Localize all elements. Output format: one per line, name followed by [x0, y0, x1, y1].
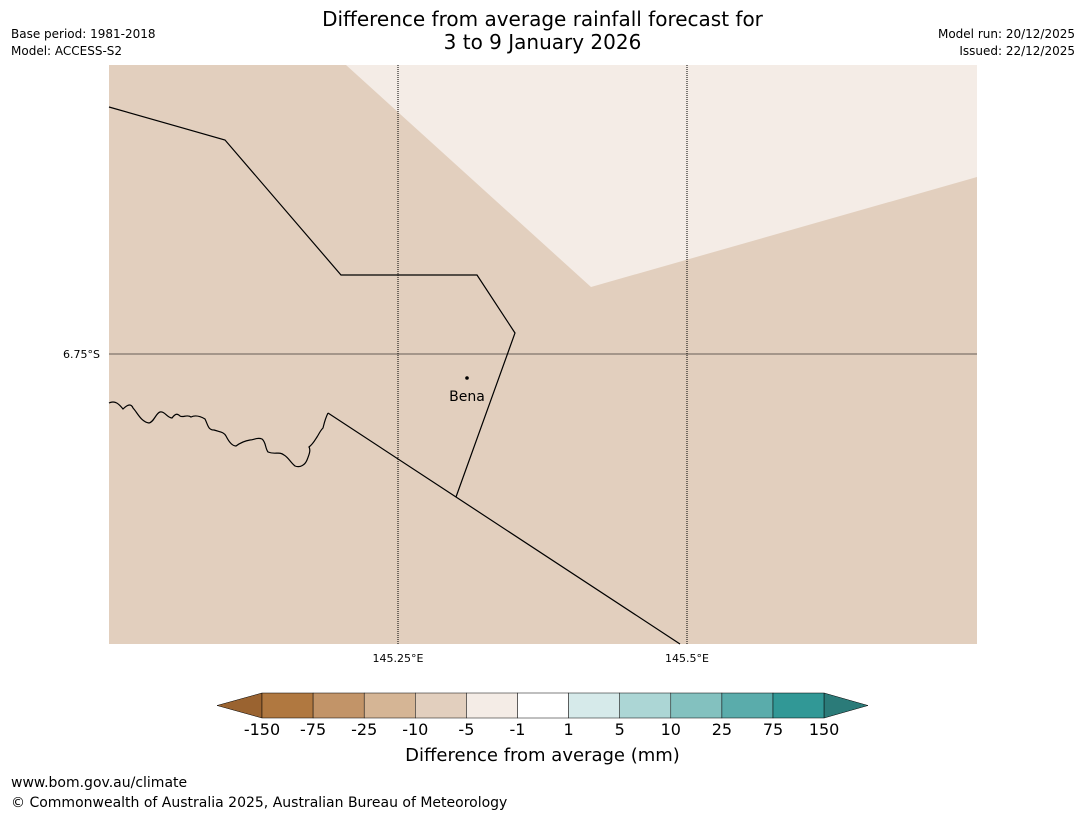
meta-right: Model run: 20/12/2025 Issued: 22/12/2025 — [938, 26, 1075, 60]
boundary-line-north — [108, 106, 516, 498]
colorbar-box-0 — [261, 692, 314, 719]
colorbar-tick-label: 1 — [563, 720, 574, 739]
title-line-2: 3 to 9 January 2026 — [443, 30, 642, 54]
colorbar-box-7 — [619, 692, 672, 719]
model-name: Model: ACCESS-S2 — [11, 44, 123, 58]
colorbar-box-2 — [363, 692, 416, 719]
colorbar-tick-label: -150 — [243, 720, 281, 739]
colorbar-box-6 — [568, 692, 620, 719]
colorbar-extend-low — [216, 692, 263, 719]
colorbar-box-10 — [772, 692, 825, 719]
colorbar-extend-high — [823, 692, 869, 719]
colorbar-tick-label: -5 — [458, 720, 475, 739]
colorbar-tick-label: -75 — [300, 720, 327, 739]
title-line-1: Difference from average rainfall forecas… — [322, 7, 763, 31]
bena-marker — [465, 376, 469, 380]
colorbar-box-3 — [415, 692, 467, 719]
footer-url[interactable]: www.bom.gov.au/climate — [11, 775, 188, 791]
colorbar-box-5 — [517, 692, 569, 719]
map-title: Difference from average rainfall forecas… — [0, 8, 1085, 54]
longitude-label-145-25: 145.25°E — [373, 652, 424, 665]
colorbar-tick-label: 75 — [762, 720, 784, 739]
colorbar-tick-label: 150 — [808, 720, 840, 739]
issued-date: Issued: 22/12/2025 — [959, 44, 1075, 58]
colorbar-tick-label: -25 — [351, 720, 378, 739]
colorbar-box-4 — [466, 692, 518, 719]
latitude-label: 6.75°S — [63, 348, 100, 361]
light-rainfall-region — [346, 65, 977, 287]
boundary-line-south — [327, 412, 681, 645]
meta-left: Base period: 1981-2018 Model: ACCESS-S2 — [11, 26, 156, 60]
colorbar-box-8 — [670, 692, 723, 719]
colorbar-tick-label: -10 — [402, 720, 429, 739]
footer-copyright: © Commonwealth of Australia 2025, Austra… — [11, 795, 508, 811]
colorbar — [216, 692, 869, 719]
colorbar-tick-label: 25 — [711, 720, 733, 739]
colorbar-box-9 — [721, 692, 774, 719]
colorbar-tick-label: 10 — [660, 720, 681, 739]
colorbar-title: Difference from average (mm) — [405, 745, 680, 766]
model-run: Model run: 20/12/2025 — [937, 27, 1075, 41]
colorbar-tick-label: 5 — [614, 720, 625, 739]
river-line — [108, 401, 329, 468]
colorbar-box-1 — [312, 692, 365, 719]
bena-label: Bena — [449, 389, 485, 405]
base-period: Base period: 1981-2018 — [11, 27, 156, 41]
longitude-label-145-5: 145.5°E — [665, 652, 709, 665]
colorbar-tick-label: -1 — [509, 720, 526, 739]
